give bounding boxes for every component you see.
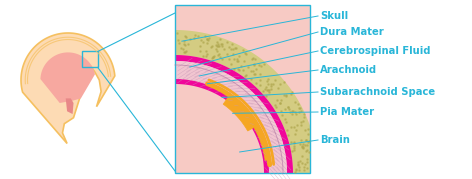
Polygon shape <box>223 95 269 160</box>
Bar <box>82 52 98 67</box>
Polygon shape <box>175 55 293 173</box>
Text: Subarachnoid Space: Subarachnoid Space <box>320 87 435 97</box>
Polygon shape <box>21 33 115 144</box>
Text: Skull: Skull <box>320 11 348 21</box>
Polygon shape <box>66 98 74 114</box>
Text: Arachnoid: Arachnoid <box>320 65 377 75</box>
Polygon shape <box>175 66 282 173</box>
Text: Cerebrospinal Fluid: Cerebrospinal Fluid <box>320 46 430 56</box>
Text: Dura Mater: Dura Mater <box>320 27 384 37</box>
Polygon shape <box>41 52 95 103</box>
Text: Brain: Brain <box>320 135 350 145</box>
Text: Pia Mater: Pia Mater <box>320 107 374 117</box>
Bar <box>175 5 310 173</box>
Polygon shape <box>175 79 269 173</box>
Bar <box>175 5 310 173</box>
Polygon shape <box>175 30 318 173</box>
Polygon shape <box>175 61 287 173</box>
